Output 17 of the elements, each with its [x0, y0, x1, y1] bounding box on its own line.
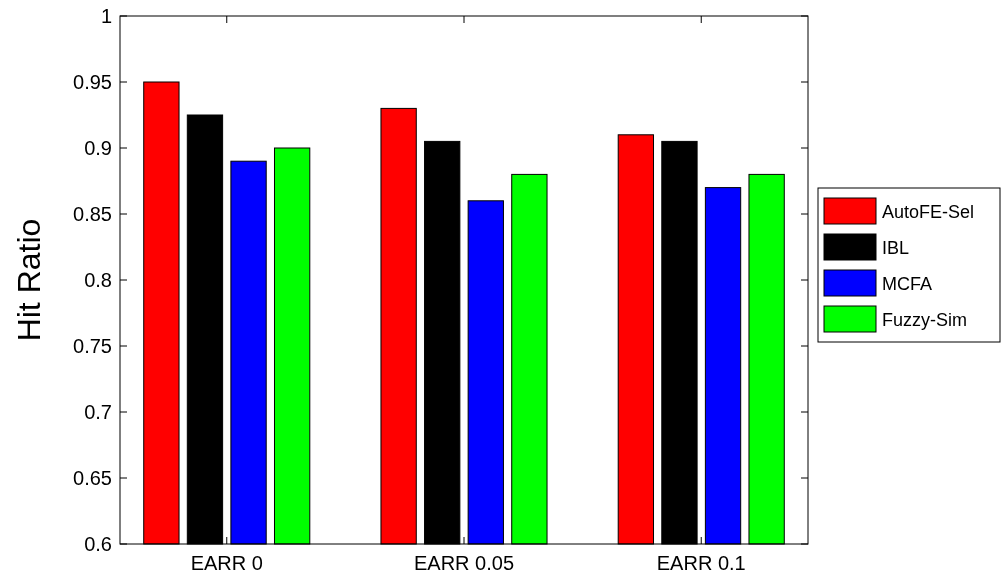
y-tick-label: 0.65 — [73, 467, 112, 489]
y-tick-label: 0.6 — [84, 533, 112, 555]
y-tick-label: 0.7 — [84, 401, 112, 423]
y-axis-title: Hit Ratio — [11, 218, 47, 342]
y-tick-label: 0.95 — [73, 71, 112, 93]
y-tick-label: 0.85 — [73, 203, 112, 225]
legend-label: IBL — [882, 238, 910, 258]
y-tick-label: 0.8 — [84, 269, 112, 291]
x-tick-label: EARR 0 — [190, 552, 263, 574]
y-tick-label: 1 — [100, 5, 112, 27]
y-tick-label: 0.9 — [84, 137, 112, 159]
legend-label: MCFA — [882, 274, 933, 294]
x-tick-label: EARR 0.05 — [413, 552, 515, 574]
legend-label: AutoFE-Sel — [882, 202, 975, 222]
legend-label: Fuzzy-Sim — [882, 310, 967, 330]
x-tick-label: EARR 0.1 — [656, 552, 746, 574]
y-tick-label: 0.75 — [73, 335, 112, 357]
